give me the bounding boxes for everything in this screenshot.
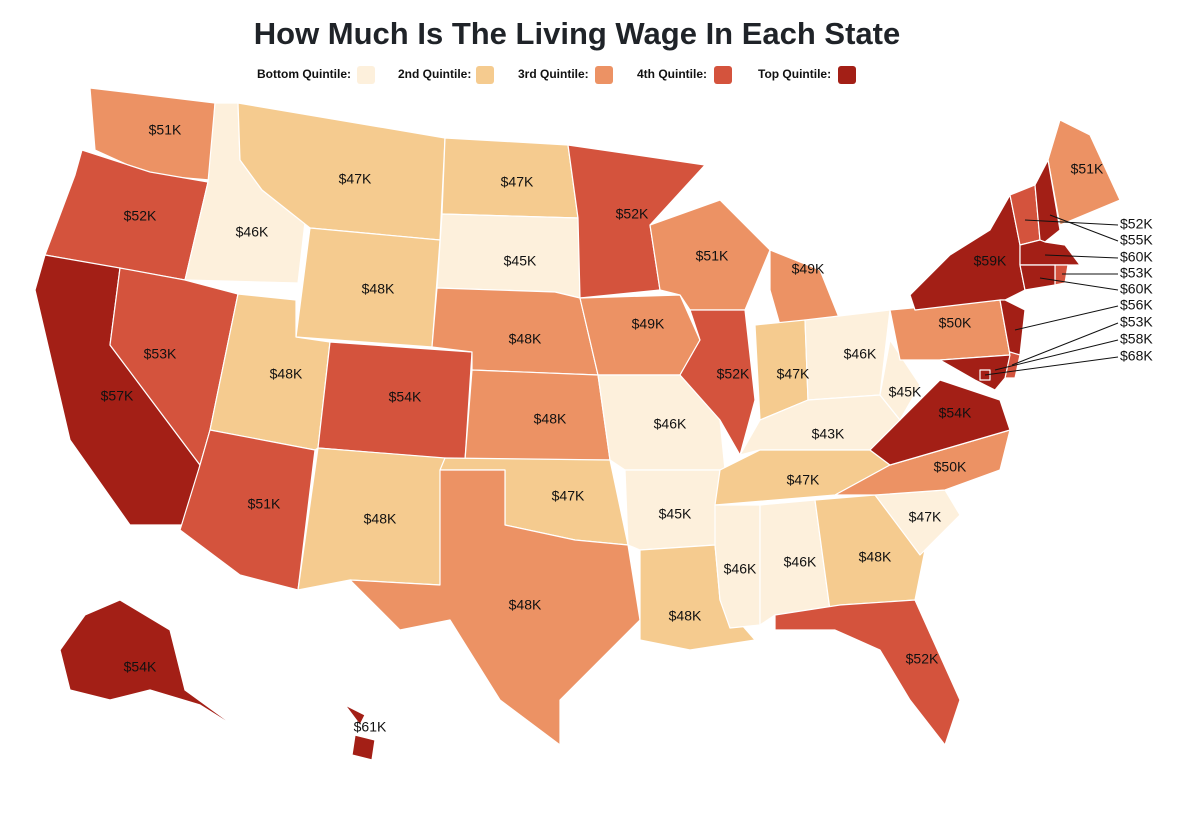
state [1047, 119, 1121, 226]
state [1019, 264, 1056, 291]
legend-swatch [714, 66, 732, 84]
state-label: $52K [616, 206, 649, 222]
state-label: $50K [934, 459, 967, 475]
state-label: $46K [724, 561, 757, 577]
state-label: $57K [101, 388, 134, 404]
state-label: $48K [509, 597, 542, 613]
state [349, 469, 641, 746]
state-label: $50K [939, 315, 972, 331]
state-label: $54K [389, 389, 422, 405]
state [909, 194, 1026, 311]
legend-label: 3rd Quintile: [518, 67, 589, 81]
state-label: $48K [509, 331, 542, 347]
state-label: $51K [248, 496, 281, 512]
state-label: $45K [659, 506, 692, 522]
state [939, 354, 1011, 391]
legend-swatch [357, 66, 375, 84]
state-label: $59K [974, 253, 1007, 269]
state [679, 309, 756, 456]
state-label: $47K [777, 366, 810, 382]
state-label: $58K [1120, 331, 1153, 347]
legend-label: Bottom Quintile: [257, 67, 351, 81]
state-label: $51K [1071, 161, 1104, 177]
state-label: $49K [792, 261, 825, 277]
leader-line [1044, 254, 1119, 259]
state [1019, 239, 1081, 266]
legend: Bottom Quintile: 2nd Quintile: 3rd Quintil… [257, 66, 856, 84]
state-label: $46K [844, 346, 877, 362]
state-label: $60K [1120, 281, 1153, 297]
state-label: $47K [339, 171, 372, 187]
leader-line [1011, 322, 1119, 366]
state-label: $49K [632, 316, 665, 332]
legend-swatch [595, 66, 613, 84]
leader-line [1039, 277, 1119, 291]
state-label: $43K [812, 426, 845, 442]
state-label: $51K [149, 122, 182, 138]
state-label: $48K [364, 511, 397, 527]
state-label: $46K [784, 554, 817, 570]
state-label: $68K [1120, 348, 1153, 364]
state-label: $48K [669, 608, 702, 624]
state-label: $48K [270, 366, 303, 382]
state [879, 339, 921, 421]
state-label: $52K [717, 366, 750, 382]
state-label: $52K [906, 651, 939, 667]
legend-label: 4th Quintile: [637, 67, 707, 81]
map-title: How Much Is The Living Wage In Each Stat… [254, 16, 901, 51]
state-label: $61K [354, 719, 387, 735]
state-label: $47K [909, 509, 942, 525]
state-label: $60K [1120, 249, 1153, 265]
legend-label: Top Quintile: [758, 67, 831, 81]
leader-line [1024, 219, 1119, 226]
leader-line [1049, 214, 1119, 242]
leader-line [984, 356, 1119, 376]
leader-line [1014, 305, 1119, 331]
state [59, 599, 241, 731]
state-label: $54K [124, 659, 157, 675]
state [179, 429, 316, 591]
state [579, 294, 701, 376]
state-label: $54K [939, 405, 972, 421]
state-label: $47K [787, 472, 820, 488]
state-label: $48K [534, 411, 567, 427]
state [774, 599, 961, 746]
state-label: $51K [696, 248, 729, 264]
state-label: $45K [504, 253, 537, 269]
state-label: $47K [501, 174, 534, 190]
state-label: $56K [1120, 297, 1153, 313]
legend-swatch [838, 66, 856, 84]
states [34, 87, 1121, 761]
legend-swatch [476, 66, 494, 84]
state-label: $55K [1120, 232, 1153, 248]
state-label: $52K [1120, 216, 1153, 232]
state-label: $53K [1120, 314, 1153, 330]
state-label: $48K [859, 549, 892, 565]
state [344, 704, 376, 761]
leader-line [994, 339, 1119, 371]
state-label: $48K [362, 281, 395, 297]
state-label: $47K [552, 488, 585, 504]
labels: $51K $52K $57K $46K $53K $47K $48K $48K $51K $54K… [101, 122, 1154, 735]
state-label: $53K [144, 346, 177, 362]
state-label: $53K [1120, 265, 1153, 281]
state-label: $45K [889, 384, 922, 400]
legend-label: 2nd Quintile: [398, 67, 471, 81]
state-label: $52K [124, 208, 157, 224]
state-label: $46K [654, 416, 687, 432]
state-label: $46K [236, 224, 269, 240]
